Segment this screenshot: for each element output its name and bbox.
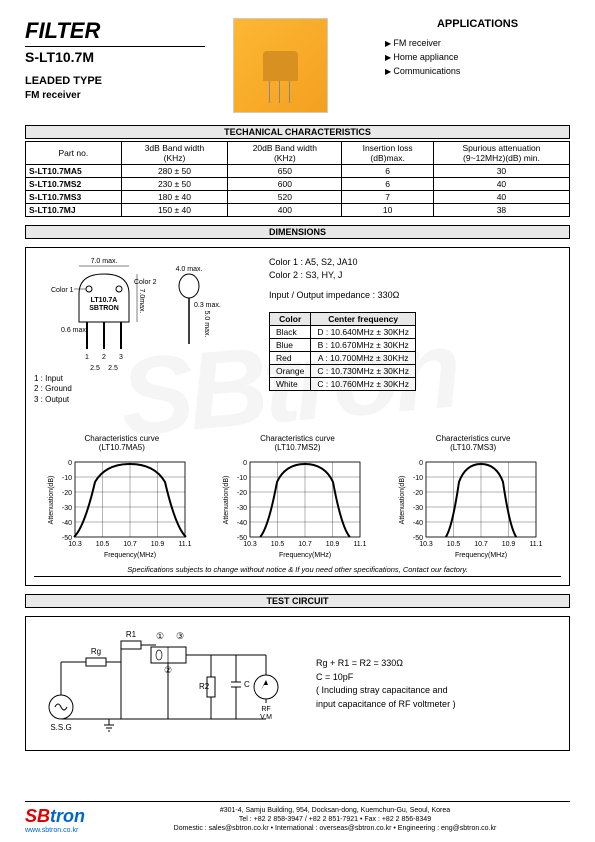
svg-text:C: C <box>244 680 250 689</box>
spec-note: Specifications subjects to change withou… <box>34 565 561 577</box>
applications-list: FM receiver Home appliance Communication… <box>385 38 570 76</box>
svg-text:V.M: V.M <box>260 714 272 721</box>
svg-text:10.7: 10.7 <box>299 541 313 548</box>
color-note-1: Color 1 : A5, S2, JA10 <box>269 256 561 269</box>
pin-labels: 1 : Input 2 : Ground 3 : Output <box>34 374 72 405</box>
test-notes: Rg + R1 = R2 = 330Ω C = 10pF ( Including… <box>316 627 559 740</box>
svg-text:-30: -30 <box>62 505 72 512</box>
app-item: Communications <box>385 66 570 76</box>
svg-text:Color 2: Color 2 <box>134 279 157 286</box>
svg-text:R1: R1 <box>126 630 137 639</box>
applications-title: APPLICATIONS <box>385 18 570 30</box>
svg-text:10.5: 10.5 <box>96 541 110 548</box>
svg-text:-40: -40 <box>237 520 247 527</box>
svg-text:R2: R2 <box>199 682 210 691</box>
svg-text:Attenuation(dB): Attenuation(dB) <box>399 476 406 525</box>
svg-text:0: 0 <box>244 460 248 467</box>
svg-text:0: 0 <box>419 460 423 467</box>
logo: SBtron <box>25 806 85 827</box>
svg-text:7.0max.: 7.0max. <box>138 289 145 314</box>
svg-text:7.0 max.: 7.0 max. <box>91 258 118 265</box>
package-drawing: LT10.7A SBTRON 1 2 3 7.0 max. 7.0max. 2.… <box>34 256 254 426</box>
dimensions-box: LT10.7A SBTRON 1 2 3 7.0 max. 7.0max. 2.… <box>25 247 570 586</box>
svg-text:10.3: 10.3 <box>244 541 258 548</box>
svg-text:Attenuation(dB): Attenuation(dB) <box>48 476 55 525</box>
svg-text:10.3: 10.3 <box>68 541 82 548</box>
logo-url: www.sbtron.co.kr <box>25 827 85 834</box>
svg-text:10.3: 10.3 <box>419 541 433 548</box>
app-item: Home appliance <box>385 52 570 62</box>
svg-text:-30: -30 <box>237 505 247 512</box>
svg-text:2: 2 <box>102 354 106 361</box>
svg-text:Color 1: Color 1 <box>51 287 74 294</box>
footer-email: Domestic : sales@sbtron.co.kr • Internat… <box>100 824 570 833</box>
product-photo <box>233 18 328 113</box>
title-model: S-LT10.7M <box>25 49 205 65</box>
characteristic-curves: Characteristics curve (LT10.7MA5) 0-10-2… <box>34 434 561 559</box>
svg-text:10.9: 10.9 <box>151 541 165 548</box>
title-app-note: FM receiver <box>25 90 205 101</box>
svg-text:SBTRON: SBTRON <box>89 305 119 312</box>
svg-text:11.1: 11.1 <box>178 541 191 548</box>
svg-text:Attenuation(dB): Attenuation(dB) <box>223 476 230 525</box>
svg-text:5.0 max.: 5.0 max. <box>203 311 210 338</box>
svg-text:-20: -20 <box>237 490 247 497</box>
svg-text:11.1: 11.1 <box>530 541 543 548</box>
svg-text:-20: -20 <box>413 490 423 497</box>
svg-text:4.0 max.: 4.0 max. <box>176 266 203 273</box>
svg-text:-40: -40 <box>413 520 423 527</box>
color-note-2: Color 2 : S3, HY, J <box>269 269 561 282</box>
svg-text:-10: -10 <box>62 475 72 482</box>
svg-text:RF: RF <box>261 706 270 713</box>
svg-text:0: 0 <box>68 460 72 467</box>
circuit-diagram: S.S.G Rg R1 ① ③ ② R2 C RF V.M <box>36 627 296 740</box>
svg-text:1: 1 <box>85 354 89 361</box>
svg-text:LT10.7A: LT10.7A <box>91 297 118 304</box>
title-type: LEADED TYPE <box>25 75 205 87</box>
svg-text:10.5: 10.5 <box>447 541 461 548</box>
svg-text:0.6 max.: 0.6 max. <box>61 327 88 334</box>
title-main: FILTER <box>25 18 205 47</box>
test-circuit-box: S.S.G Rg R1 ① ③ ② R2 C RF V.M Rg + R1 = <box>25 616 570 751</box>
svg-text:3: 3 <box>119 354 123 361</box>
footer-address: #301-4, Samju Building, 954, Docksan-don… <box>100 806 570 815</box>
svg-text:③: ③ <box>176 631 184 641</box>
svg-text:Rg: Rg <box>91 647 101 656</box>
svg-text:10.5: 10.5 <box>271 541 285 548</box>
tech-table: Part no.3dB Band width (KHz)20dB Band wi… <box>25 141 570 217</box>
svg-text:10.7: 10.7 <box>474 541 488 548</box>
svg-text:-30: -30 <box>413 505 423 512</box>
footer-tel: Tel : +82 2 858-3947 / +82 2 851-7921 • … <box>100 815 570 824</box>
svg-text:①: ① <box>156 631 164 641</box>
impedance-note: Input / Output impedance : 330Ω <box>269 289 561 302</box>
svg-text:0.3 max.: 0.3 max. <box>194 302 221 309</box>
svg-text:-10: -10 <box>413 475 423 482</box>
svg-text:2.5: 2.5 <box>108 365 118 372</box>
svg-text:2.5: 2.5 <box>90 365 100 372</box>
svg-text:-10: -10 <box>237 475 247 482</box>
tech-section-bar: TECHANICAL CHARACTERISTICS <box>25 125 570 139</box>
svg-text:10.9: 10.9 <box>326 541 340 548</box>
svg-text:11.1: 11.1 <box>354 541 367 548</box>
svg-text:10.9: 10.9 <box>502 541 516 548</box>
svg-text:Frequency(MHz): Frequency(MHz) <box>279 552 331 559</box>
color-freq-table: ColorCenter frequency BlackD : 10.640MHz… <box>269 312 416 391</box>
svg-text:Frequency(MHz): Frequency(MHz) <box>104 552 156 559</box>
svg-text:S.S.G: S.S.G <box>50 723 71 732</box>
header: FILTER S-LT10.7M LEADED TYPE FM receiver… <box>25 18 570 113</box>
svg-text:10.7: 10.7 <box>123 541 137 548</box>
test-section-bar: TEST CIRCUIT <box>25 594 570 608</box>
app-item: FM receiver <box>385 38 570 48</box>
footer: SBtron www.sbtron.co.kr #301-4, Samju Bu… <box>25 801 570 834</box>
svg-text:Frequency(MHz): Frequency(MHz) <box>455 552 507 559</box>
svg-text:-20: -20 <box>62 490 72 497</box>
dims-section-bar: DIMENSIONS <box>25 225 570 239</box>
svg-text:-40: -40 <box>62 520 72 527</box>
